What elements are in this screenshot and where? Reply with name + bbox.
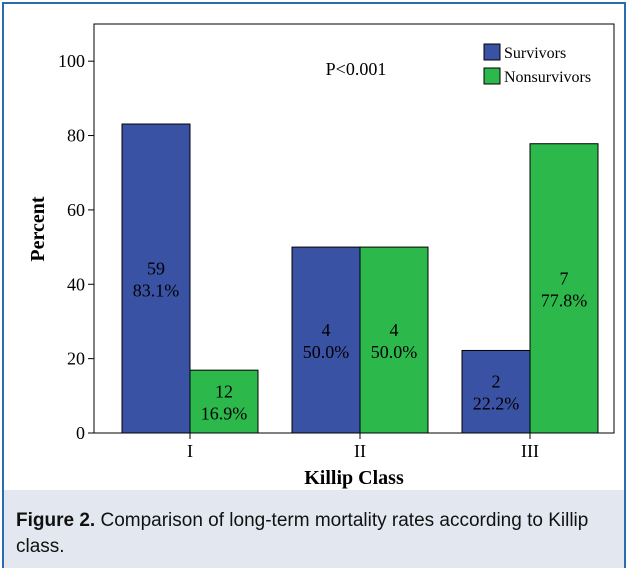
bar-nonsurvivors-III [529, 143, 599, 434]
y-tick-label: 20 [67, 349, 85, 369]
legend-label-nonsurvivors: Nonsurvivors [504, 69, 591, 86]
y-tick-label: 100 [58, 51, 85, 71]
x-tick-label: I [187, 441, 193, 461]
p-value-annotation: P<0.001 [326, 59, 387, 79]
bar-survivors-II [291, 246, 361, 434]
figure-caption: Figure 2. Comparison of long-term mortal… [16, 508, 616, 560]
bar-count-label: 4 [322, 320, 331, 340]
bar-percent-label: 50.0% [371, 342, 418, 362]
y-axis-label: Percent [27, 196, 49, 261]
y-tick-label: 0 [76, 423, 85, 443]
bar-chart: 020406080100Percent5983.1%1216.9%I450.0%… [27, 23, 615, 489]
bar-percent-label: 50.0% [303, 342, 350, 362]
bar-count-label: 2 [492, 372, 501, 392]
y-tick-label: 80 [67, 126, 85, 146]
y-tick-label: 40 [67, 274, 85, 294]
bar-nonsurvivors-I [189, 369, 259, 434]
legend-label-survivors: Survivors [504, 45, 566, 62]
bar-survivors-I [121, 123, 191, 434]
legend-swatch-nonsurvivors [483, 67, 501, 85]
x-tick-label: III [521, 441, 539, 461]
x-tick-label: II [354, 441, 366, 461]
x-axis-label: Killip Class [304, 467, 404, 489]
bar-count-label: 7 [560, 268, 569, 288]
legend-swatch-survivors [483, 43, 501, 61]
bar-percent-label: 83.1% [133, 281, 180, 301]
caption-text: Comparison of long-term mortality rates … [16, 510, 589, 557]
bar-nonsurvivors-II [359, 246, 429, 434]
bar-percent-label: 22.2% [473, 394, 520, 414]
caption-label: Figure 2. [16, 510, 96, 531]
y-tick-label: 60 [67, 200, 85, 220]
bar-survivors-III [461, 349, 531, 434]
bar-count-label: 4 [390, 320, 399, 340]
bar-count-label: 59 [147, 259, 165, 279]
bar-percent-label: 77.8% [541, 290, 588, 310]
bar-count-label: 12 [215, 382, 233, 402]
bar-percent-label: 16.9% [201, 404, 248, 424]
caption-panel [4, 490, 624, 568]
